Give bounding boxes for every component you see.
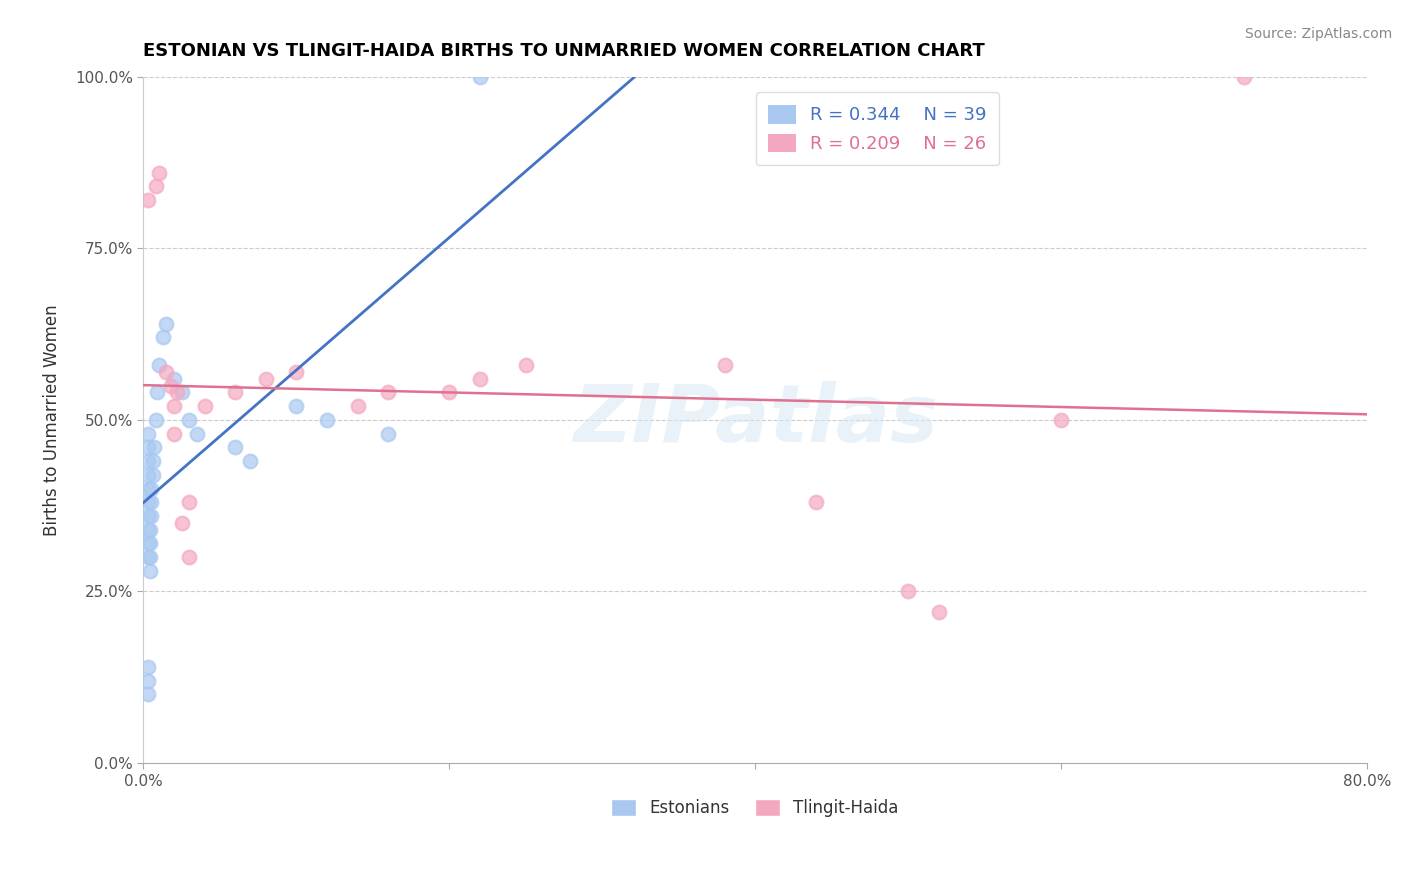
Point <box>136 550 159 565</box>
Point <box>142 467 165 482</box>
Point <box>138 523 160 537</box>
Point <box>136 193 159 207</box>
Text: Source: ZipAtlas.com: Source: ZipAtlas.com <box>1244 27 1392 41</box>
Point <box>136 688 159 702</box>
Point <box>146 385 169 400</box>
Point <box>138 550 160 565</box>
Legend: Estonians, Tlingit-Haida: Estonians, Tlingit-Haida <box>605 792 905 823</box>
Point <box>139 508 162 523</box>
Point <box>806 495 828 509</box>
Point <box>163 399 186 413</box>
Point <box>439 385 461 400</box>
Point <box>136 454 159 468</box>
Point <box>136 482 159 496</box>
Point <box>148 166 170 180</box>
Text: ESTONIAN VS TLINGIT-HAIDA BIRTHS TO UNMARRIED WOMEN CORRELATION CHART: ESTONIAN VS TLINGIT-HAIDA BIRTHS TO UNMA… <box>143 42 986 60</box>
Point <box>136 523 159 537</box>
Point <box>136 426 159 441</box>
Point <box>138 564 160 578</box>
Y-axis label: Births to Unmarried Women: Births to Unmarried Women <box>44 304 60 536</box>
Point <box>148 358 170 372</box>
Point <box>285 365 308 379</box>
Point <box>515 358 537 372</box>
Point <box>136 508 159 523</box>
Point <box>224 385 246 400</box>
Point <box>155 365 177 379</box>
Point <box>285 399 308 413</box>
Point <box>145 413 167 427</box>
Point <box>224 440 246 454</box>
Point <box>136 536 159 550</box>
Point <box>163 372 186 386</box>
Point <box>377 385 399 400</box>
Point <box>194 399 217 413</box>
Point <box>136 673 159 688</box>
Point <box>186 426 208 441</box>
Point <box>897 584 920 599</box>
Point <box>145 179 167 194</box>
Point <box>143 440 166 454</box>
Text: ZIPatlas: ZIPatlas <box>572 381 938 458</box>
Point <box>179 495 201 509</box>
Point <box>139 495 162 509</box>
Point <box>166 385 188 400</box>
Point <box>136 660 159 674</box>
Point <box>139 482 162 496</box>
Point <box>179 413 201 427</box>
Point <box>142 454 165 468</box>
Point <box>468 70 491 84</box>
Point <box>160 378 183 392</box>
Point <box>155 317 177 331</box>
Point <box>152 330 174 344</box>
Point <box>170 385 193 400</box>
Point <box>136 440 159 454</box>
Point <box>254 372 277 386</box>
Point <box>928 605 950 619</box>
Point <box>1050 413 1073 427</box>
Point <box>170 516 193 530</box>
Point <box>468 372 491 386</box>
Point <box>136 467 159 482</box>
Point <box>377 426 399 441</box>
Point <box>1233 70 1256 84</box>
Point <box>136 495 159 509</box>
Point <box>239 454 262 468</box>
Point <box>163 426 186 441</box>
Point <box>316 413 339 427</box>
Point <box>179 550 201 565</box>
Point <box>713 358 735 372</box>
Point <box>346 399 368 413</box>
Point <box>138 536 160 550</box>
